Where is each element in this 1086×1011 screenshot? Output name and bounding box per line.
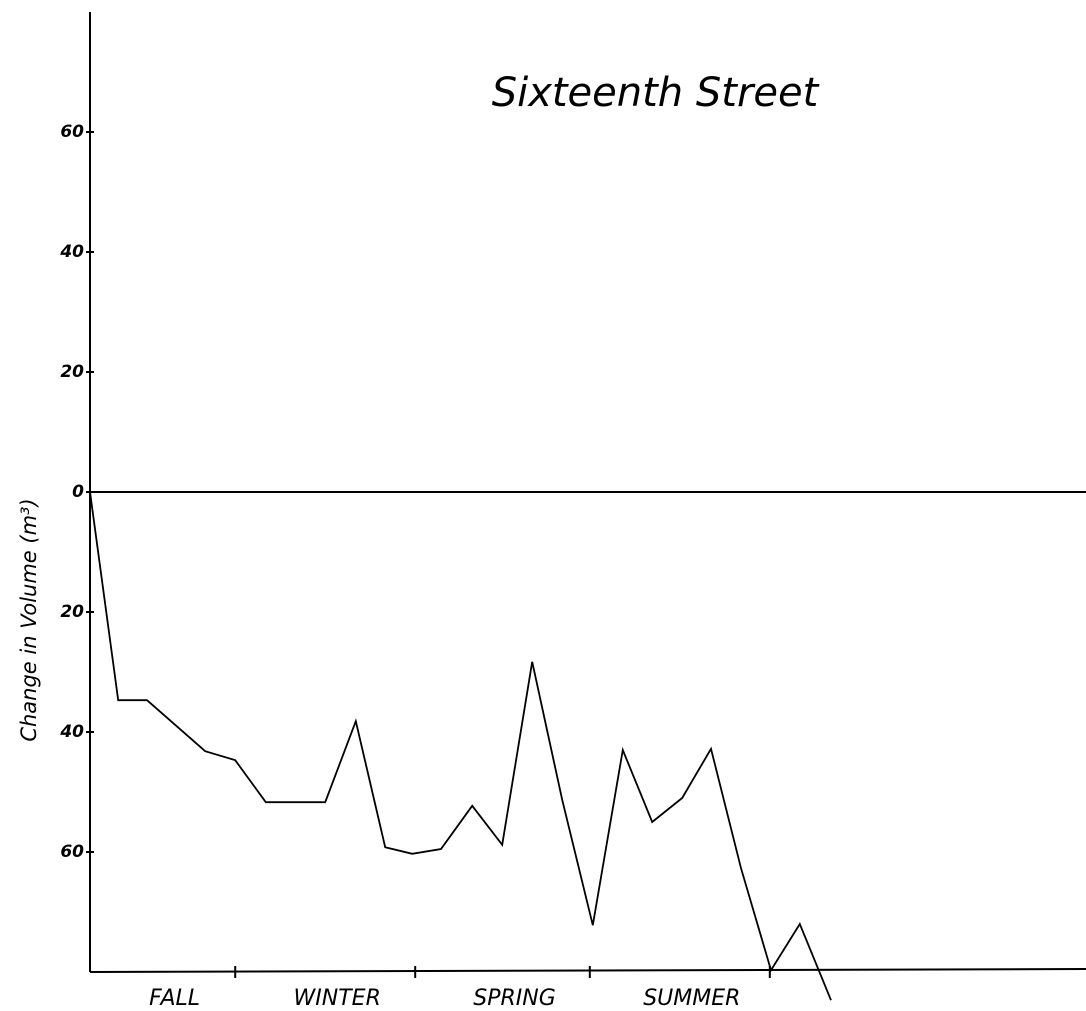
y-tick-label: 60	[60, 842, 84, 862]
y-tick-label: 40	[59, 242, 84, 262]
season-label: SUMMER	[643, 986, 740, 1011]
y-tick-label: 60	[60, 122, 84, 142]
season-label: SPRING	[473, 986, 556, 1011]
data-line	[89, 491, 832, 1001]
season-label: FALL	[149, 986, 200, 1011]
chart-title: Sixteenth Street	[492, 70, 820, 116]
y-tick-label: 40	[59, 722, 84, 742]
y-tick-label: 20	[60, 602, 84, 622]
y-tick-label: 20	[60, 362, 84, 382]
season-label: WINTER	[294, 986, 381, 1011]
y-axis-label: Change in Volume (m³)	[17, 498, 41, 741]
x-axis	[89, 968, 1086, 973]
y-tick-label: 0	[72, 482, 84, 502]
